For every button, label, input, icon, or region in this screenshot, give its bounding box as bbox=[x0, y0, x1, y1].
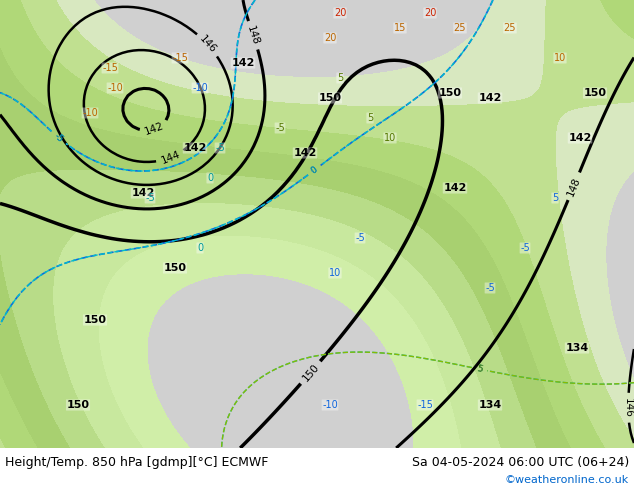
Text: -10: -10 bbox=[82, 108, 98, 118]
Text: 142: 142 bbox=[478, 93, 501, 103]
Text: 20: 20 bbox=[324, 33, 336, 43]
Text: 142: 142 bbox=[143, 121, 165, 137]
Text: 150: 150 bbox=[67, 400, 89, 410]
Text: 142: 142 bbox=[131, 188, 155, 198]
Text: ©weatheronline.co.uk: ©weatheronline.co.uk bbox=[505, 475, 629, 485]
Text: 10: 10 bbox=[329, 268, 341, 278]
Text: 25: 25 bbox=[504, 23, 516, 33]
Text: -5: -5 bbox=[52, 131, 65, 144]
Text: Sa 04-05-2024 06:00 UTC (06+24): Sa 04-05-2024 06:00 UTC (06+24) bbox=[411, 456, 629, 468]
Text: -10: -10 bbox=[322, 400, 338, 410]
Text: 148: 148 bbox=[245, 24, 261, 46]
Text: 25: 25 bbox=[454, 23, 466, 33]
Text: 5: 5 bbox=[476, 364, 483, 374]
Text: 146: 146 bbox=[623, 398, 633, 417]
Text: 0: 0 bbox=[309, 165, 320, 175]
Text: -5: -5 bbox=[485, 283, 495, 293]
Text: 150: 150 bbox=[439, 88, 462, 98]
Text: 150: 150 bbox=[583, 88, 607, 98]
Text: 20: 20 bbox=[424, 8, 436, 18]
Text: -15: -15 bbox=[102, 63, 118, 73]
Text: 144: 144 bbox=[159, 149, 181, 166]
Text: -5: -5 bbox=[520, 243, 530, 253]
Text: 142: 142 bbox=[443, 183, 467, 193]
Text: 150: 150 bbox=[164, 263, 186, 273]
Text: 134: 134 bbox=[479, 400, 501, 410]
Text: -5: -5 bbox=[275, 123, 285, 133]
Text: -15: -15 bbox=[417, 400, 433, 410]
Text: 148: 148 bbox=[566, 175, 582, 197]
Text: 142: 142 bbox=[231, 58, 255, 68]
Text: 146: 146 bbox=[197, 34, 218, 55]
Text: 134: 134 bbox=[566, 343, 588, 353]
Text: 5: 5 bbox=[367, 113, 373, 123]
Text: 150: 150 bbox=[84, 315, 107, 325]
Text: -5: -5 bbox=[145, 193, 155, 203]
Text: -5: -5 bbox=[52, 131, 65, 144]
Text: 0: 0 bbox=[207, 173, 213, 183]
Text: -10: -10 bbox=[192, 83, 208, 93]
Text: 0: 0 bbox=[309, 165, 320, 175]
Text: -15: -15 bbox=[172, 53, 188, 63]
Text: 5: 5 bbox=[337, 73, 343, 83]
Text: 20: 20 bbox=[334, 8, 346, 18]
Text: 10: 10 bbox=[384, 133, 396, 143]
Text: 15: 15 bbox=[394, 23, 406, 33]
Text: -5: -5 bbox=[355, 233, 365, 243]
Text: 142: 142 bbox=[568, 133, 592, 143]
Text: 0: 0 bbox=[197, 243, 203, 253]
Text: -10: -10 bbox=[107, 83, 123, 93]
Text: 150: 150 bbox=[318, 93, 342, 103]
Text: 142: 142 bbox=[183, 143, 207, 153]
Text: Height/Temp. 850 hPa [gdmp][°C] ECMWF: Height/Temp. 850 hPa [gdmp][°C] ECMWF bbox=[5, 456, 268, 468]
Text: 142: 142 bbox=[294, 148, 317, 158]
Text: 150: 150 bbox=[301, 362, 321, 383]
Text: 10: 10 bbox=[554, 53, 566, 63]
Text: 5: 5 bbox=[476, 364, 483, 374]
Text: -5: -5 bbox=[215, 143, 225, 153]
Text: 5: 5 bbox=[552, 193, 558, 203]
